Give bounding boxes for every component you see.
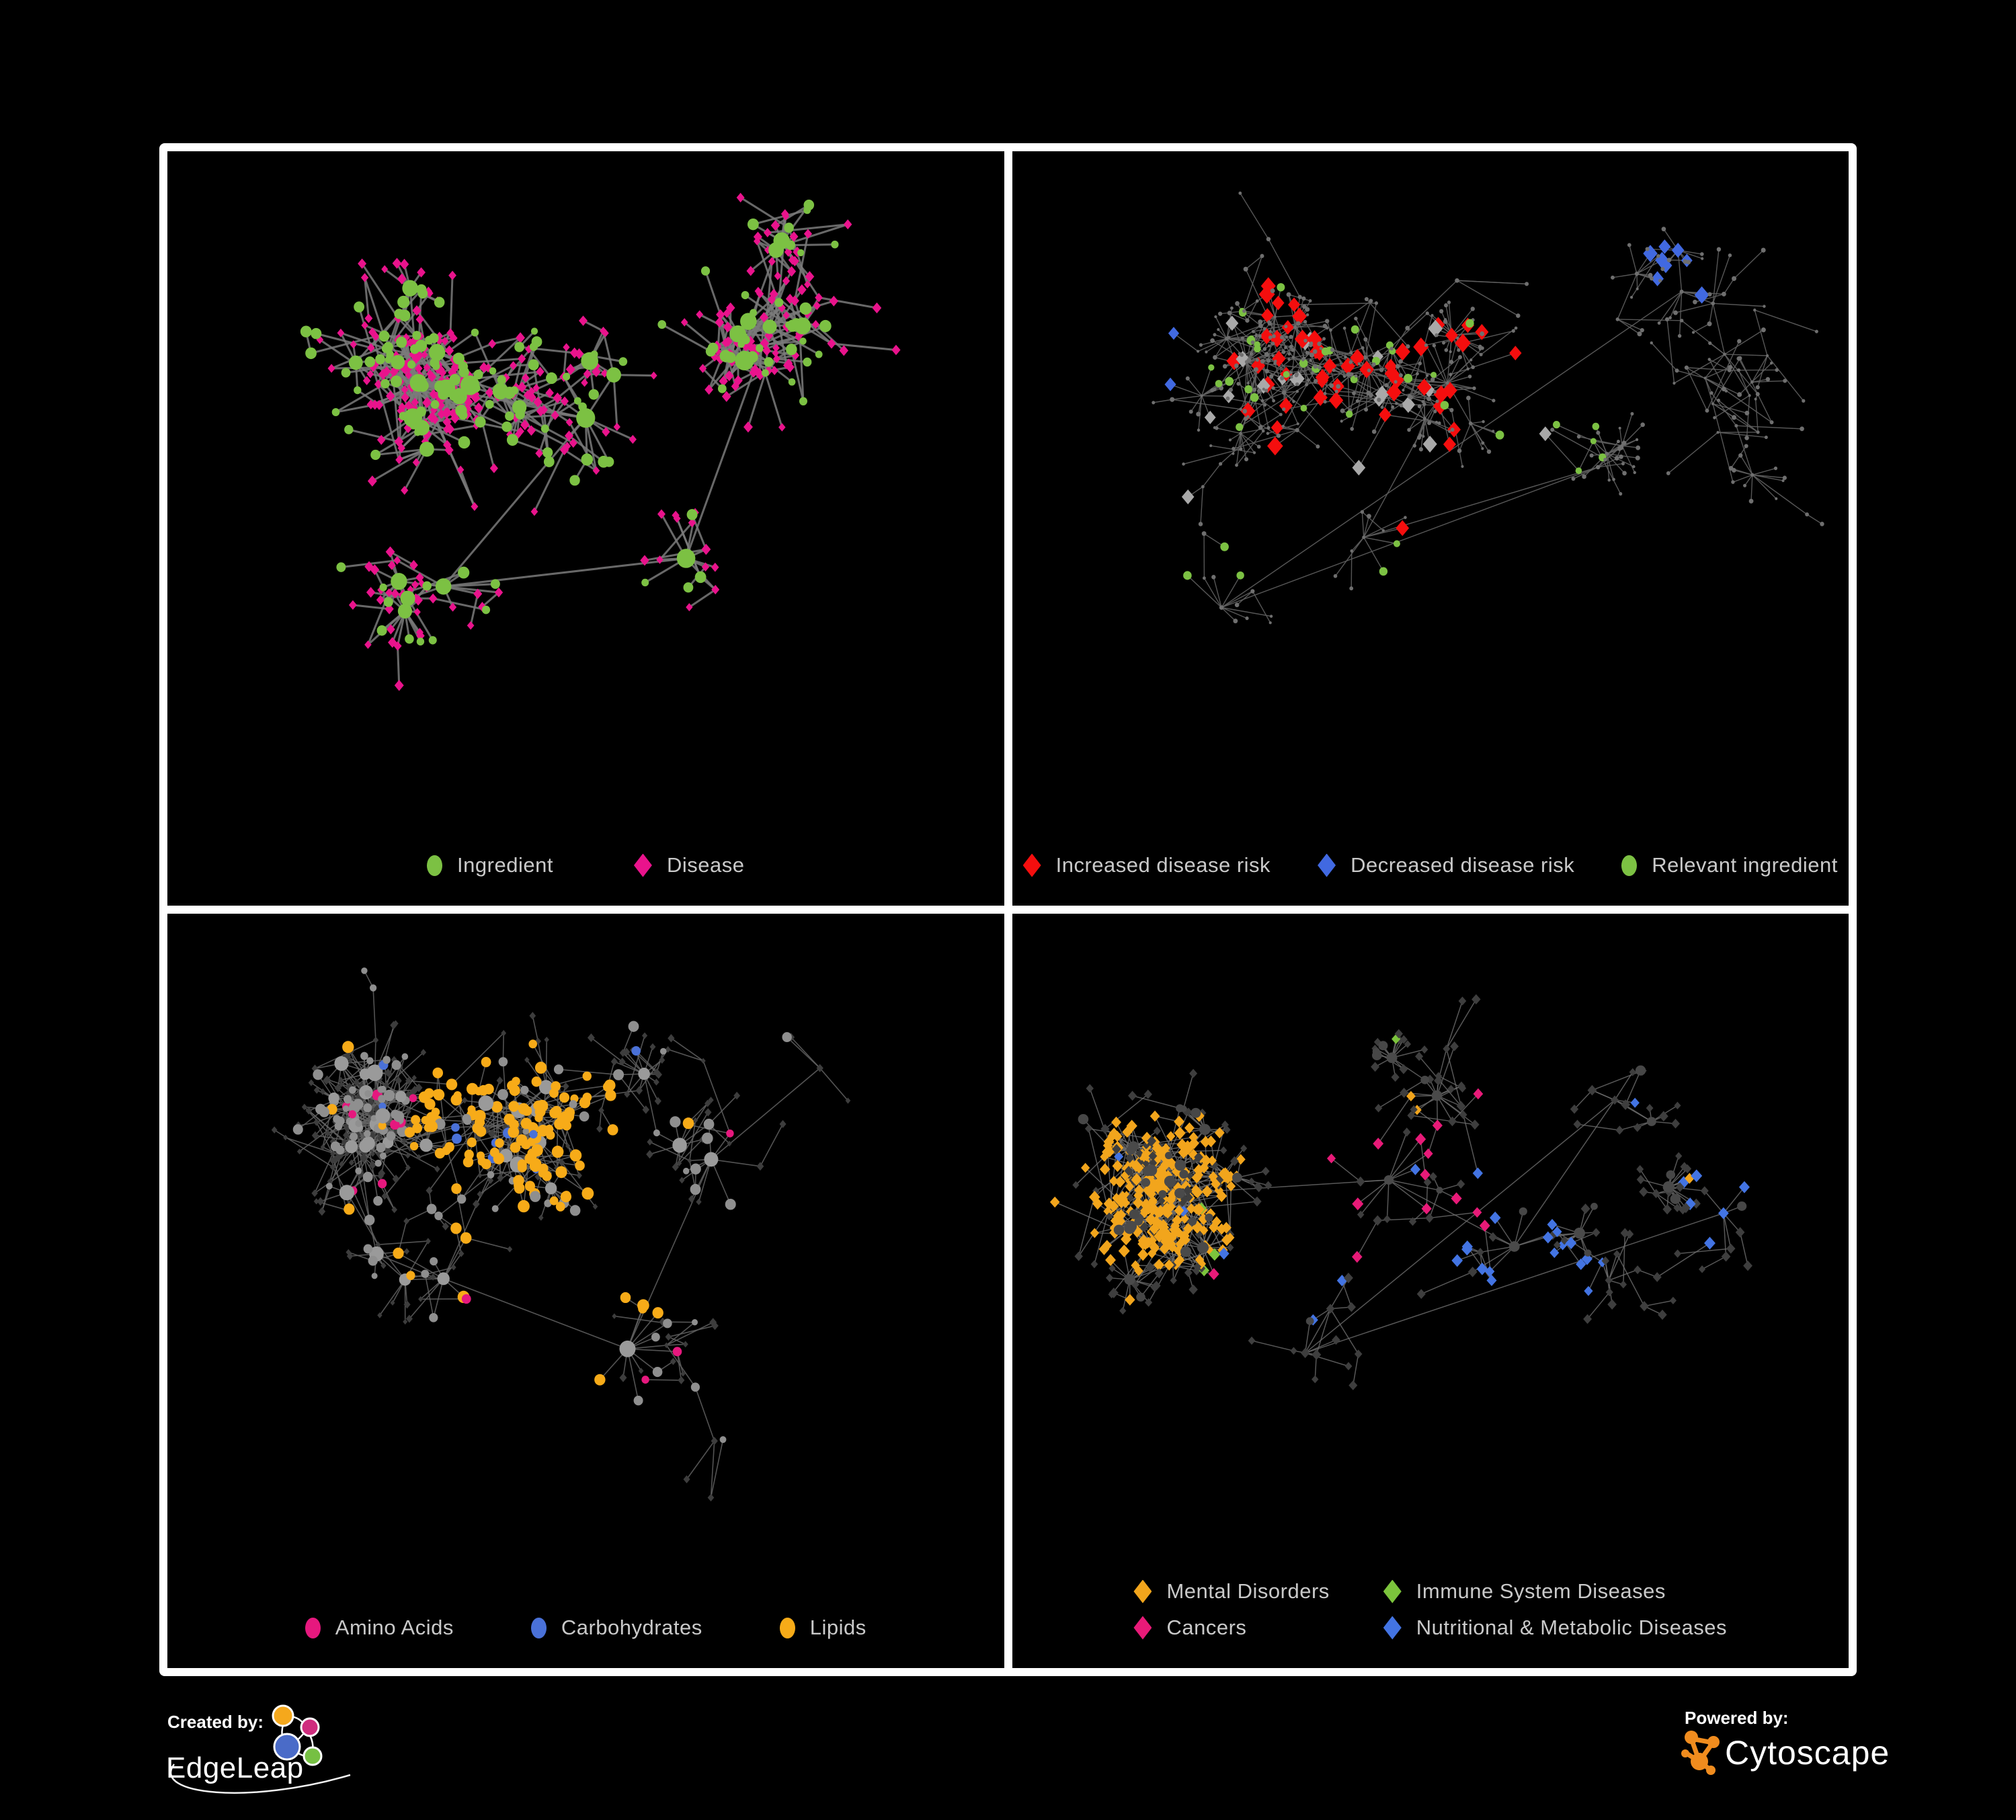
legend-label: Cancers — [1166, 1616, 1247, 1639]
circle-marker-icon — [779, 1617, 795, 1638]
diamond-marker-icon — [1383, 1616, 1402, 1640]
panel-ingredient-disease: Ingredient Disease — [167, 151, 1004, 906]
edgeleap-node-blue — [273, 1733, 301, 1761]
edgeleap-credit: Created by: EdgeLeap — [163, 1702, 479, 1817]
panel-macronutrients: Amino Acids Carbohydrates Lipids — [167, 914, 1004, 1668]
legend-label: Ingredient — [457, 853, 553, 877]
circle-marker-icon — [305, 1617, 321, 1638]
cytoscape-icon — [1681, 1731, 1720, 1775]
panel-disease-classes: Mental Disorders Immune System Diseases Ca… — [1012, 914, 1849, 1668]
edgeleap-node-green — [303, 1746, 323, 1766]
diamond-marker-icon — [1022, 853, 1041, 877]
legend-label: Increased disease risk — [1055, 853, 1271, 877]
legend-item-nutritional-metabolic-diseases: Nutritional & Metabolic Diseases — [1383, 1616, 1727, 1640]
diamond-marker-icon — [1133, 1579, 1152, 1604]
legend-item-immune-system-diseases: Immune System Diseases — [1383, 1579, 1727, 1604]
legend-ingredient-disease: Ingredient Disease — [167, 853, 1004, 906]
legend-item-ingredient: Ingredient — [427, 853, 553, 877]
network-graph-disease-classes — [1049, 994, 1752, 1390]
legend-item-relevant-ingredient: Relevant ingredient — [1621, 853, 1838, 877]
legend-item-mental-disorders: Mental Disorders — [1133, 1579, 1329, 1604]
circle-marker-icon — [530, 1617, 547, 1638]
legend-label: Carbohydrates — [561, 1616, 702, 1639]
legend-label: Mental Disorders — [1166, 1579, 1330, 1603]
network-graph-ingredient-disease — [300, 192, 901, 691]
network-graph-macronutrients — [271, 967, 851, 1502]
legend-item-amino-acids: Amino Acids — [305, 1616, 454, 1640]
created-by-label: Created by: — [167, 1712, 264, 1732]
legend-item-decreased-disease-risk: Decreased disease risk — [1318, 853, 1574, 877]
legend-item-increased-disease-risk: Increased disease risk — [1022, 853, 1271, 877]
powered-by-label: Powered by: — [1685, 1708, 1789, 1728]
legend-disease-risk: Increased disease risk Decreased disease … — [1012, 853, 1849, 906]
legend-label: Amino Acids — [335, 1616, 454, 1639]
legend-item-cancers: Cancers — [1133, 1616, 1329, 1640]
cytoscape-wordmark: Cytoscape — [1725, 1734, 1890, 1772]
edgeleap-node-pink — [300, 1717, 320, 1737]
legend-item-disease: Disease — [633, 853, 745, 877]
edgeleap-node-orange — [272, 1704, 294, 1727]
legend-macronutrients: Amino Acids Carbohydrates Lipids — [167, 1616, 1004, 1668]
legend-disease-classes: Mental Disorders Immune System Diseases Ca… — [1012, 1579, 1849, 1668]
legend-label: Lipids — [809, 1616, 866, 1639]
edgeleap-swoosh — [169, 1764, 351, 1794]
diamond-marker-icon — [1383, 1579, 1402, 1604]
legend-item-carbohydrates: Carbohydrates — [530, 1616, 702, 1640]
legend-label: Disease — [666, 853, 745, 877]
diamond-marker-icon — [1133, 1616, 1152, 1640]
circle-marker-icon — [427, 855, 443, 876]
legend-label: Nutritional & Metabolic Diseases — [1416, 1616, 1728, 1639]
network-graph-disease-risk — [1151, 191, 1824, 625]
cytoscape-credit: Powered by: Cytoscape — [1675, 1702, 1904, 1793]
legend-item-lipids: Lipids — [779, 1616, 866, 1640]
legend-label: Immune System Diseases — [1416, 1579, 1666, 1603]
cytoscape-logo: Powered by: Cytoscape — [1681, 1708, 1890, 1775]
circle-marker-icon — [1621, 855, 1638, 876]
legend-label: Relevant ingredient — [1652, 853, 1838, 877]
legend-label: Decreased disease risk — [1350, 853, 1575, 877]
edgeleap-logo: Created by: EdgeLeap — [166, 1704, 351, 1794]
panel-grid: Ingredient Disease Increased disease risk… — [159, 143, 1857, 1676]
diamond-marker-icon — [1318, 853, 1336, 877]
diamond-marker-icon — [633, 853, 652, 877]
panel-disease-risk: Increased disease risk Decreased disease … — [1012, 151, 1849, 906]
